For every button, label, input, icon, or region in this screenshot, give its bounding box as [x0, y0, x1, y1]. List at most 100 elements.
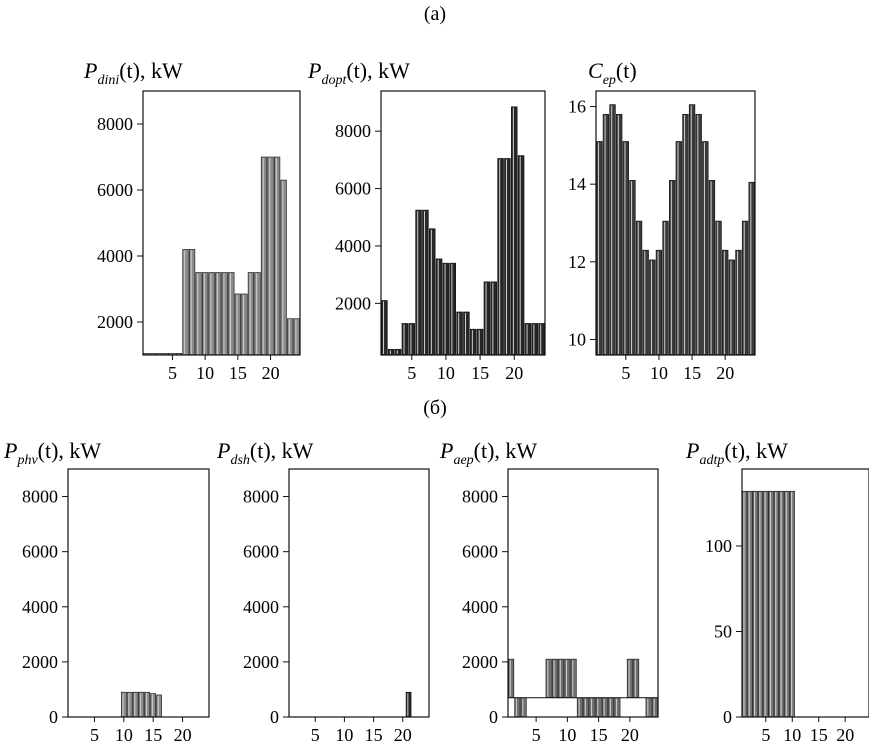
y-tick-label: 4000: [97, 246, 133, 266]
bar: [508, 658, 515, 699]
x-tick-label: 10: [335, 725, 353, 745]
x-tick-label: 5: [532, 725, 541, 745]
chart-pdini: Pdini(t), kW 5 10 15 20 2000 4000 6000 8000: [83, 58, 301, 383]
charts-group: Pdini(t), kW5 10 15 202000400060008000Pdopt…: [3, 58, 869, 745]
chart-padtp: Padtp(t), kW 5 10 15 20 0 50 100: [685, 438, 869, 745]
bar: [517, 155, 525, 356]
bar: [221, 272, 228, 356]
x-tick-label: 5: [621, 363, 630, 383]
bar: [752, 490, 758, 718]
y-tick-label: 12: [568, 252, 586, 272]
y-tick-label: 4000: [22, 597, 58, 617]
bar: [538, 323, 545, 356]
y-tick-label: 16: [568, 97, 586, 117]
x-tick-label: 15: [144, 725, 162, 745]
title-subscript: ep: [603, 73, 616, 88]
bar: [633, 658, 640, 699]
x-tick-label: 5: [311, 725, 320, 745]
bar: [635, 220, 643, 356]
bar: [715, 220, 722, 356]
bar: [773, 490, 779, 718]
bar: [401, 323, 409, 356]
title-rest: (t), kW: [38, 438, 102, 463]
y-tick-label: 50: [714, 621, 732, 641]
section-b-label: (б): [423, 397, 447, 419]
bar: [195, 272, 202, 356]
title-main: P: [216, 438, 230, 463]
x-tick-label: 20: [505, 363, 523, 383]
bar: [228, 272, 235, 356]
bar: [422, 209, 429, 356]
y-tick-label: 14: [568, 174, 586, 194]
bar: [614, 697, 621, 718]
x-tick-label: 5: [168, 363, 177, 383]
bar: [702, 141, 709, 356]
bar: [497, 158, 504, 356]
bar: [688, 104, 696, 356]
bar: [589, 697, 596, 718]
bar: [405, 691, 412, 718]
title-rest: (t): [616, 58, 637, 83]
bar: [449, 262, 456, 356]
bar: [182, 249, 189, 356]
y-tick-label: 8000: [97, 114, 133, 134]
title-main: P: [307, 58, 321, 83]
bar: [784, 490, 790, 718]
bar: [280, 179, 287, 356]
bar: [735, 249, 742, 356]
x-tick-label: 20: [836, 725, 854, 745]
bar: [596, 141, 603, 356]
title-rest: (t), kW: [724, 438, 788, 463]
bar: [429, 228, 436, 356]
bar: [564, 658, 571, 699]
bar: [260, 156, 268, 356]
y-tick-label: 8000: [22, 487, 58, 507]
bar: [254, 272, 261, 356]
bar: [215, 272, 222, 356]
x-tick-label: 10: [558, 725, 576, 745]
bar: [757, 490, 764, 718]
plot-frame: [741, 468, 869, 718]
bar: [695, 113, 702, 356]
bar: [662, 220, 669, 356]
bar: [126, 691, 133, 718]
bar: [763, 490, 769, 718]
bar: [576, 697, 583, 718]
x-tick-label: 15: [683, 363, 701, 383]
y-tick-label: 2000: [243, 652, 279, 672]
bar: [234, 293, 241, 356]
bar: [651, 697, 658, 718]
bar: [531, 323, 538, 356]
bar: [601, 697, 608, 718]
bar: [388, 348, 395, 356]
y-tick-label: 6000: [462, 542, 498, 562]
bar: [490, 281, 497, 356]
bar: [520, 697, 527, 718]
title-main: C: [588, 58, 603, 83]
bar: [722, 249, 729, 356]
bar: [669, 179, 676, 356]
bar: [741, 220, 749, 356]
title-rest: (t), kW: [250, 438, 314, 463]
x-tick-label: 15: [471, 363, 489, 383]
title-rest: (t), kW: [474, 438, 538, 463]
y-tick-label: 4000: [243, 597, 279, 617]
x-tick-label: 15: [590, 725, 608, 745]
y-tick-label: 6000: [243, 542, 279, 562]
bar: [394, 348, 402, 356]
bar: [728, 259, 735, 356]
bar: [626, 658, 633, 699]
y-tick-label: 0: [49, 707, 58, 727]
bar: [595, 697, 602, 718]
bar: [120, 691, 127, 718]
bar: [747, 490, 753, 718]
bar: [504, 158, 511, 356]
y-tick-label: 4000: [335, 236, 371, 256]
bar: [545, 658, 552, 699]
x-tick-label: 15: [229, 363, 247, 383]
plot-frame: [288, 468, 430, 718]
chart-title: Cep(t): [588, 58, 637, 88]
bar: [514, 697, 521, 718]
bar: [273, 156, 281, 356]
y-tick-label: 10: [568, 329, 586, 349]
